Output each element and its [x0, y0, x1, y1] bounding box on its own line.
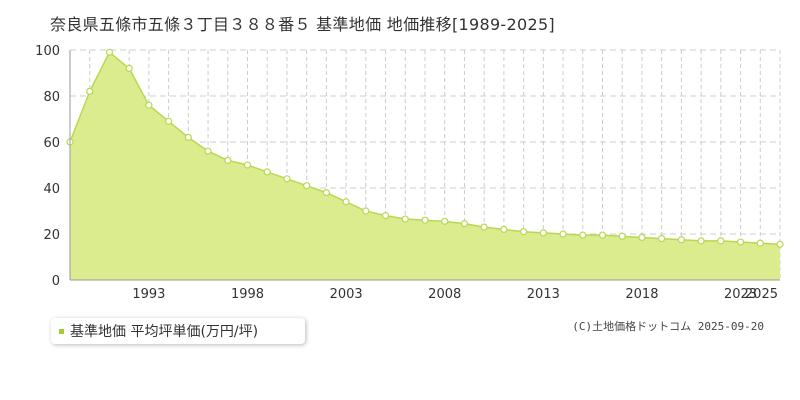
- data-point: [677, 236, 685, 244]
- data-point: [322, 189, 330, 197]
- x-tick-label: 2003: [330, 287, 363, 302]
- data-point: [539, 229, 547, 237]
- data-point: [401, 215, 409, 223]
- legend-marker: [59, 328, 64, 334]
- data-point: [421, 216, 429, 224]
- x-tick-label: 2025: [745, 287, 778, 302]
- data-point: [165, 117, 173, 125]
- data-point: [658, 235, 666, 243]
- data-point: [441, 217, 449, 225]
- data-point: [224, 156, 232, 164]
- data-point: [283, 175, 291, 183]
- data-markers: [66, 48, 784, 248]
- data-point: [480, 223, 488, 231]
- data-point: [697, 237, 705, 245]
- data-point: [579, 231, 587, 239]
- data-point: [460, 220, 469, 228]
- data-point: [303, 182, 311, 190]
- chart-title: 奈良県五條市五條３丁目３８８番５ 基準地価 地価推移[1989-2025]: [50, 15, 555, 34]
- data-point: [105, 48, 114, 56]
- credit-text: (C)土地価格ドットコム 2025-09-20: [572, 320, 764, 333]
- data-point: [736, 238, 745, 246]
- tick-labels: 0 20 40 60 80 100 1993 1998 2003 2008 2013 2018 2023…: [35, 44, 778, 302]
- axes: [69, 50, 780, 281]
- data-point: [598, 231, 607, 239]
- x-tick-label: 2018: [625, 287, 658, 302]
- x-tick-label: 2013: [527, 287, 560, 302]
- data-point: [618, 232, 626, 240]
- y-tick-label: 0: [52, 274, 60, 289]
- data-point: [520, 228, 528, 236]
- data-point: [204, 147, 212, 155]
- y-tick-label: 100: [35, 44, 60, 59]
- data-point: [756, 239, 764, 247]
- y-tick-label: 40: [43, 182, 60, 197]
- data-point: [638, 233, 646, 242]
- data-point: [717, 237, 725, 245]
- data-point: [776, 240, 784, 248]
- chart-legend: 基準地価 平均坪単価(万円/坪): [51, 318, 305, 344]
- x-tick-label: 1998: [231, 287, 264, 302]
- x-tick-label: 2023: [724, 287, 757, 302]
- x-tick-label: 2008: [428, 287, 461, 302]
- data-point: [145, 101, 153, 109]
- data-point: [263, 168, 271, 176]
- data-point: [86, 87, 94, 96]
- x-tick-label: 1993: [132, 287, 165, 302]
- data-point: [243, 161, 252, 169]
- y-tick-label: 20: [43, 228, 60, 243]
- data-point: [381, 212, 390, 220]
- area-fill: [70, 52, 780, 280]
- legend-label: 基準地価 平均坪単価(万円/坪): [70, 324, 259, 340]
- y-tick-label: 60: [43, 136, 60, 151]
- data-point: [184, 133, 192, 141]
- y-tick-label: 80: [43, 90, 60, 105]
- data-point: [559, 230, 567, 238]
- data-point: [125, 64, 133, 73]
- data-point: [500, 225, 508, 233]
- data-point: [362, 207, 370, 215]
- data-point: [342, 198, 350, 206]
